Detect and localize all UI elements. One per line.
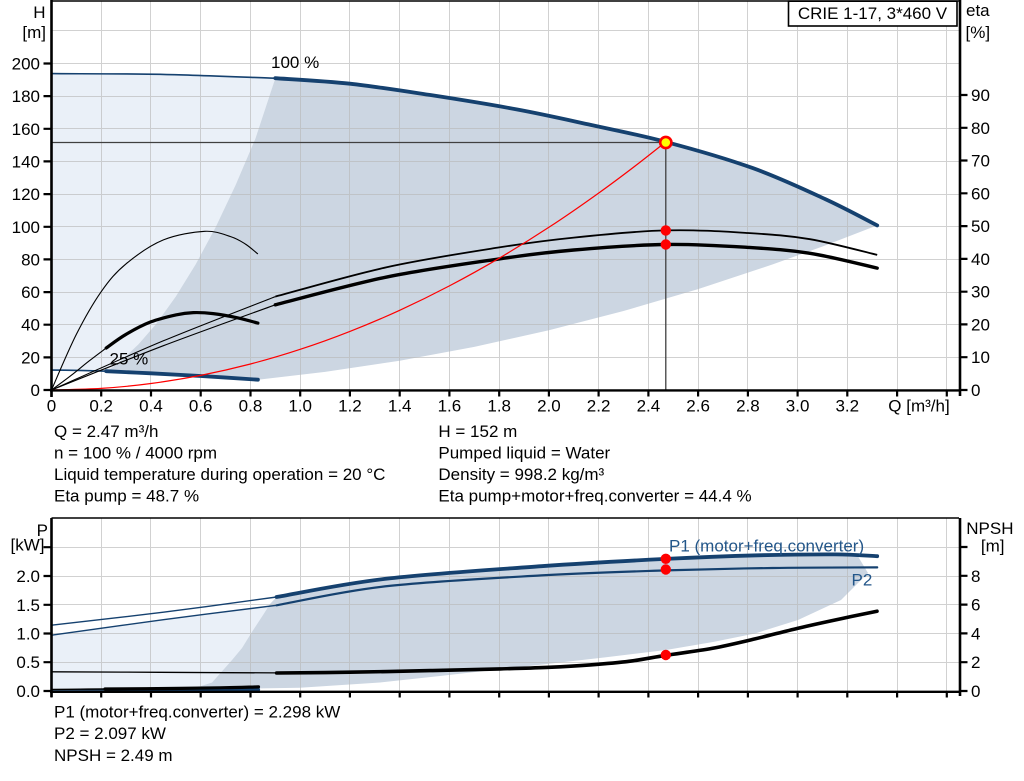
svg-text:100 %: 100 %: [271, 53, 319, 72]
svg-text:25 %: 25 %: [110, 350, 149, 369]
svg-text:2.2: 2.2: [587, 397, 611, 416]
svg-text:Pumped liquid = Water: Pumped liquid = Water: [438, 444, 610, 463]
svg-text:180: 180: [12, 87, 40, 106]
svg-text:eta: eta: [966, 1, 990, 20]
svg-text:Eta pump = 48.7 %: Eta pump = 48.7 %: [54, 487, 199, 506]
svg-text:0.6: 0.6: [189, 397, 213, 416]
svg-text:[%]: [%]: [966, 23, 991, 42]
svg-text:1.0: 1.0: [16, 625, 40, 644]
svg-text:[m]: [m]: [22, 23, 46, 42]
svg-text:2.6: 2.6: [686, 397, 710, 416]
svg-text:Q = 2.47 m³/h: Q = 2.47 m³/h: [54, 422, 158, 441]
svg-text:Eta pump+motor+freq.converter: Eta pump+motor+freq.converter = 44.4 %: [438, 487, 751, 506]
svg-text:2.0: 2.0: [537, 397, 561, 416]
svg-text:0: 0: [47, 397, 56, 416]
svg-text:2.0: 2.0: [16, 567, 40, 586]
svg-text:[m]: [m]: [981, 537, 1005, 556]
svg-text:60: 60: [971, 184, 990, 203]
svg-text:Density = 998.2 kg/m³: Density = 998.2 kg/m³: [438, 465, 604, 484]
svg-text:1.0: 1.0: [288, 397, 312, 416]
svg-text:0.4: 0.4: [139, 397, 163, 416]
svg-text:0: 0: [31, 381, 40, 400]
svg-text:20: 20: [971, 315, 990, 334]
svg-text:160: 160: [12, 120, 40, 139]
svg-text:0.2: 0.2: [89, 397, 113, 416]
svg-text:n = 100 % / 4000 rpm: n = 100 % / 4000 rpm: [54, 444, 217, 463]
svg-text:2: 2: [971, 653, 980, 672]
svg-text:80: 80: [971, 119, 990, 138]
svg-text:30: 30: [971, 283, 990, 302]
svg-text:2.4: 2.4: [637, 397, 661, 416]
svg-text:0: 0: [971, 381, 980, 400]
svg-text:200: 200: [12, 55, 40, 74]
svg-text:140: 140: [12, 152, 40, 171]
svg-text:8: 8: [971, 567, 980, 586]
svg-text:NPSH = 2.49 m: NPSH = 2.49 m: [54, 746, 173, 765]
svg-text:70: 70: [971, 152, 990, 171]
svg-text:3.0: 3.0: [786, 397, 810, 416]
svg-text:0: 0: [971, 682, 980, 701]
svg-text:1.2: 1.2: [338, 397, 362, 416]
svg-text:100: 100: [12, 218, 40, 237]
svg-text:0.0: 0.0: [16, 682, 40, 701]
svg-text:NPSH: NPSH: [966, 519, 1013, 538]
svg-text:60: 60: [21, 283, 40, 302]
svg-text:40: 40: [21, 316, 40, 335]
svg-text:4: 4: [971, 624, 980, 643]
svg-text:H = 152 m: H = 152 m: [438, 422, 517, 441]
svg-text:[kW]: [kW]: [11, 536, 45, 555]
svg-text:1.5: 1.5: [16, 596, 40, 615]
svg-text:1.8: 1.8: [487, 397, 511, 416]
svg-text:50: 50: [971, 217, 990, 236]
svg-text:80: 80: [21, 250, 40, 269]
svg-text:CRIE 1-17, 3*460 V: CRIE 1-17, 3*460 V: [798, 4, 948, 23]
svg-text:120: 120: [12, 185, 40, 204]
svg-text:6: 6: [971, 596, 980, 615]
svg-text:1.4: 1.4: [388, 397, 412, 416]
svg-text:H: H: [33, 3, 45, 22]
svg-text:P2 = 2.097 kW: P2 = 2.097 kW: [54, 724, 166, 743]
svg-text:1.6: 1.6: [438, 397, 462, 416]
svg-text:P: P: [37, 521, 48, 540]
svg-text:P2: P2: [852, 571, 873, 590]
svg-text:Liquid temperature during oper: Liquid temperature during operation = 20…: [54, 465, 385, 484]
svg-text:3.2: 3.2: [835, 397, 859, 416]
svg-text:P1 (motor+freq.converter) = 2.: P1 (motor+freq.converter) = 2.298 kW: [54, 702, 340, 721]
svg-text:20: 20: [21, 348, 40, 367]
svg-text:90: 90: [971, 86, 990, 105]
svg-text:0.8: 0.8: [239, 397, 263, 416]
svg-text:P1 (motor+freq.converter): P1 (motor+freq.converter): [669, 536, 864, 555]
svg-text:10: 10: [971, 348, 990, 367]
svg-text:2.8: 2.8: [736, 397, 760, 416]
svg-text:0.5: 0.5: [16, 653, 40, 672]
svg-text:40: 40: [971, 250, 990, 269]
svg-text:Q [m³/h]: Q [m³/h]: [888, 397, 949, 416]
